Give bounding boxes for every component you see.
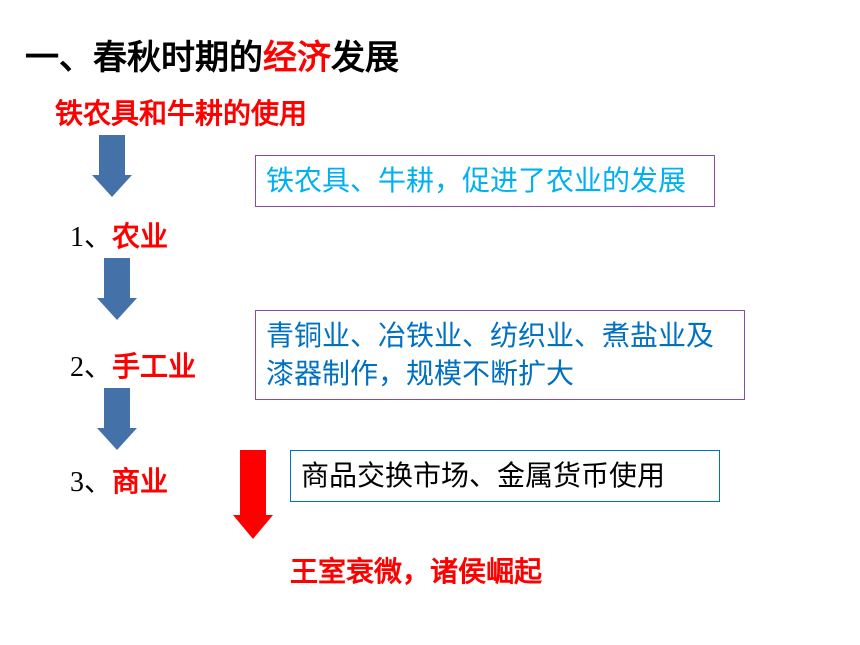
arrow-shaft bbox=[104, 388, 130, 428]
arrow-down-3 bbox=[100, 388, 134, 450]
arrow-shaft bbox=[240, 450, 266, 515]
arrow-down-1 bbox=[95, 135, 129, 197]
title-prefix: 一、春秋时期的 bbox=[25, 39, 263, 77]
item-number: 3、 bbox=[70, 467, 112, 498]
conclusion-text: 王室衰微，诸侯崛起 bbox=[290, 550, 542, 590]
subtitle-text: 铁农具和牛耕的使用 bbox=[55, 92, 307, 132]
item-label: 手工业 bbox=[112, 351, 196, 382]
box-handicraft: 青铜业、冶铁业、纺织业、煮盐业及漆器制作，规模不断扩大 bbox=[255, 310, 745, 400]
arrow-head-icon bbox=[92, 175, 132, 197]
item-label: 农业 bbox=[112, 221, 168, 252]
arrow-head-icon bbox=[97, 428, 137, 450]
list-item-agriculture: 1、农业 bbox=[70, 215, 168, 255]
item-number: 2、 bbox=[70, 352, 112, 383]
arrow-shaft bbox=[99, 135, 125, 175]
title-highlight: 经济 bbox=[263, 39, 331, 77]
box-agriculture: 铁农具、牛耕，促进了农业的发展 bbox=[255, 155, 715, 207]
arrow-down-2 bbox=[100, 258, 134, 320]
item-number: 1、 bbox=[70, 222, 112, 253]
arrow-down-red bbox=[235, 450, 271, 539]
list-item-handicraft: 2、手工业 bbox=[70, 345, 196, 385]
arrow-head-icon bbox=[97, 298, 137, 320]
arrow-shaft bbox=[104, 258, 130, 298]
list-item-commerce: 3、商业 bbox=[70, 460, 168, 500]
box-commerce: 商品交换市场、金属货币使用 bbox=[290, 450, 720, 502]
arrow-head-icon bbox=[233, 515, 273, 539]
slide-title: 一、春秋时期的经济发展 bbox=[25, 30, 399, 79]
item-label: 商业 bbox=[112, 466, 168, 497]
title-suffix: 发展 bbox=[331, 39, 399, 77]
